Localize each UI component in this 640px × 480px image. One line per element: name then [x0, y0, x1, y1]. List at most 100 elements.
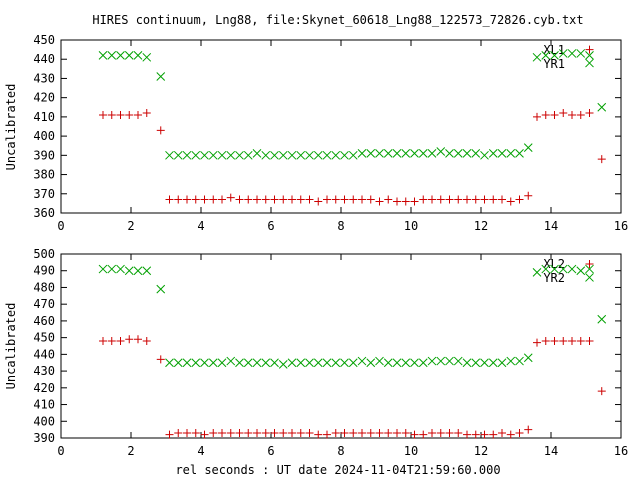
data-point [568, 110, 576, 119]
data-point [133, 51, 143, 60]
data-point [340, 428, 349, 437]
data-point [261, 358, 271, 368]
y-axis-label: Uncalibrated [4, 303, 18, 390]
data-point [418, 149, 428, 158]
data-point [480, 358, 489, 368]
data-point [98, 264, 108, 274]
data-point [331, 428, 340, 437]
x-tick-label: 14 [544, 444, 558, 458]
data-point [323, 430, 331, 439]
data-point [383, 149, 393, 158]
y-tick-label: 470 [33, 297, 55, 311]
data-point [597, 102, 607, 112]
x-tick-label: 6 [267, 219, 274, 233]
data-point [174, 428, 183, 437]
data-point [524, 425, 533, 434]
data-point [243, 358, 253, 368]
data-point [296, 150, 306, 160]
data-point [208, 358, 218, 368]
x-tick-label: 0 [57, 219, 64, 233]
data-point [296, 358, 306, 368]
data-point [533, 112, 541, 121]
data-point [261, 428, 270, 437]
data-point [279, 195, 288, 204]
data-point [523, 353, 533, 363]
data-point [209, 428, 218, 437]
data-point [454, 428, 463, 437]
data-point [401, 358, 411, 368]
data-point [288, 195, 296, 204]
data-point [366, 149, 376, 158]
plot-frame [60, 39, 622, 214]
data-point [480, 150, 489, 160]
data-point [585, 51, 594, 60]
data-point [568, 336, 576, 345]
data-point [156, 72, 166, 81]
y-tick-label: 440 [33, 347, 55, 361]
data-point [165, 195, 174, 204]
data-point [576, 110, 585, 119]
data-point [270, 358, 279, 368]
y-tick-label: 430 [33, 364, 55, 378]
data-point [331, 195, 340, 204]
data-point [133, 266, 143, 276]
data-point [436, 356, 446, 366]
data-point [99, 110, 107, 119]
data-point [576, 49, 586, 58]
data-point [226, 356, 236, 366]
y-tick-label: 390 [33, 431, 55, 445]
data-point [559, 336, 568, 345]
data-point [497, 358, 507, 368]
data-point [506, 430, 515, 439]
data-point [349, 195, 358, 204]
data-point [305, 428, 314, 437]
data-point [340, 358, 349, 368]
data-point [313, 150, 323, 160]
data-point [384, 428, 393, 437]
data-point [208, 150, 218, 160]
x-tick-label: 0 [57, 444, 64, 458]
data-point [533, 338, 541, 347]
data-point [550, 51, 559, 60]
data-point [428, 195, 436, 204]
data-point [340, 150, 349, 160]
y-tick-label: 420 [33, 381, 55, 395]
data-point [559, 109, 568, 118]
data-point [156, 284, 166, 294]
x-tick-label: 10 [404, 444, 418, 458]
data-point [235, 195, 244, 204]
data-point [107, 336, 116, 345]
data-point [142, 336, 151, 345]
data-point [296, 195, 305, 204]
data-point [463, 430, 471, 439]
data-point [305, 195, 314, 204]
data-point [375, 197, 384, 206]
data-point [287, 150, 297, 160]
data-point [488, 358, 498, 368]
data-point [200, 430, 209, 439]
data-point [366, 428, 375, 437]
y-tick-label: 440 [33, 52, 55, 66]
data-point [124, 51, 134, 60]
data-point [270, 195, 279, 204]
data-point [107, 51, 117, 60]
data-point [453, 149, 463, 158]
x-tick-label: 16 [614, 219, 628, 233]
data-point [165, 358, 174, 368]
data-point [419, 195, 428, 204]
data-point [116, 110, 125, 119]
data-point [191, 150, 201, 160]
data-point [173, 358, 183, 368]
data-point [541, 51, 551, 60]
data-point [253, 428, 261, 437]
data-point [558, 264, 568, 274]
data-point [532, 52, 542, 62]
y-axis-label: Uncalibrated [4, 84, 18, 171]
data-point [252, 358, 262, 368]
data-point [419, 430, 428, 439]
data-point [278, 360, 288, 369]
data-point [125, 335, 134, 344]
data-point [340, 195, 349, 204]
data-point [597, 387, 606, 396]
